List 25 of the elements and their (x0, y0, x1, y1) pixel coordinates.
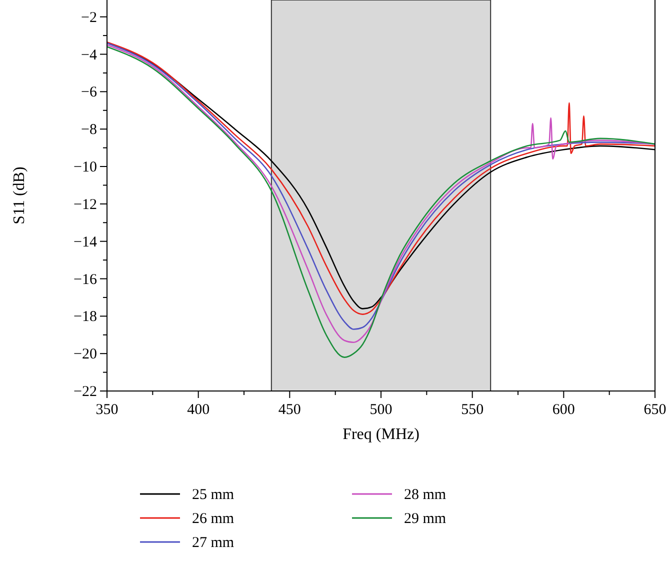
y-tick-label: −10 (74, 160, 97, 176)
y-tick-label: −20 (74, 346, 97, 363)
legend-label: 29 mm (404, 511, 446, 527)
y-tick-label: −18 (74, 309, 97, 326)
x-tick-label: 550 (461, 402, 484, 418)
x-tick-label: 650 (644, 402, 666, 418)
y-tick-label: −6 (81, 84, 98, 101)
legend-label: 28 mm (404, 487, 446, 503)
legend-label: 26 mm (192, 511, 234, 527)
y-tick-label: −14 (74, 234, 98, 250)
y-tick-label: −8 (81, 122, 97, 138)
x-tick-label: 450 (278, 402, 301, 418)
y-axis-title: S11 (dB) (11, 166, 28, 224)
y-tick-label: −12 (74, 196, 97, 213)
x-tick-label: 500 (370, 402, 392, 418)
y-tick-label: −4 (81, 47, 98, 64)
legend-label: 27 mm (192, 535, 234, 551)
y-tick-label: −2 (81, 10, 97, 26)
x-tick-label: 400 (187, 402, 210, 418)
x-tick-label: 350 (96, 402, 118, 418)
y-tick-label: −22 (74, 384, 97, 400)
legend-label: 25 mm (192, 487, 234, 503)
x-tick-label: 600 (552, 402, 575, 418)
x-axis-title: Freq (MHz) (342, 426, 420, 443)
y-tick-label: −16 (74, 272, 98, 288)
